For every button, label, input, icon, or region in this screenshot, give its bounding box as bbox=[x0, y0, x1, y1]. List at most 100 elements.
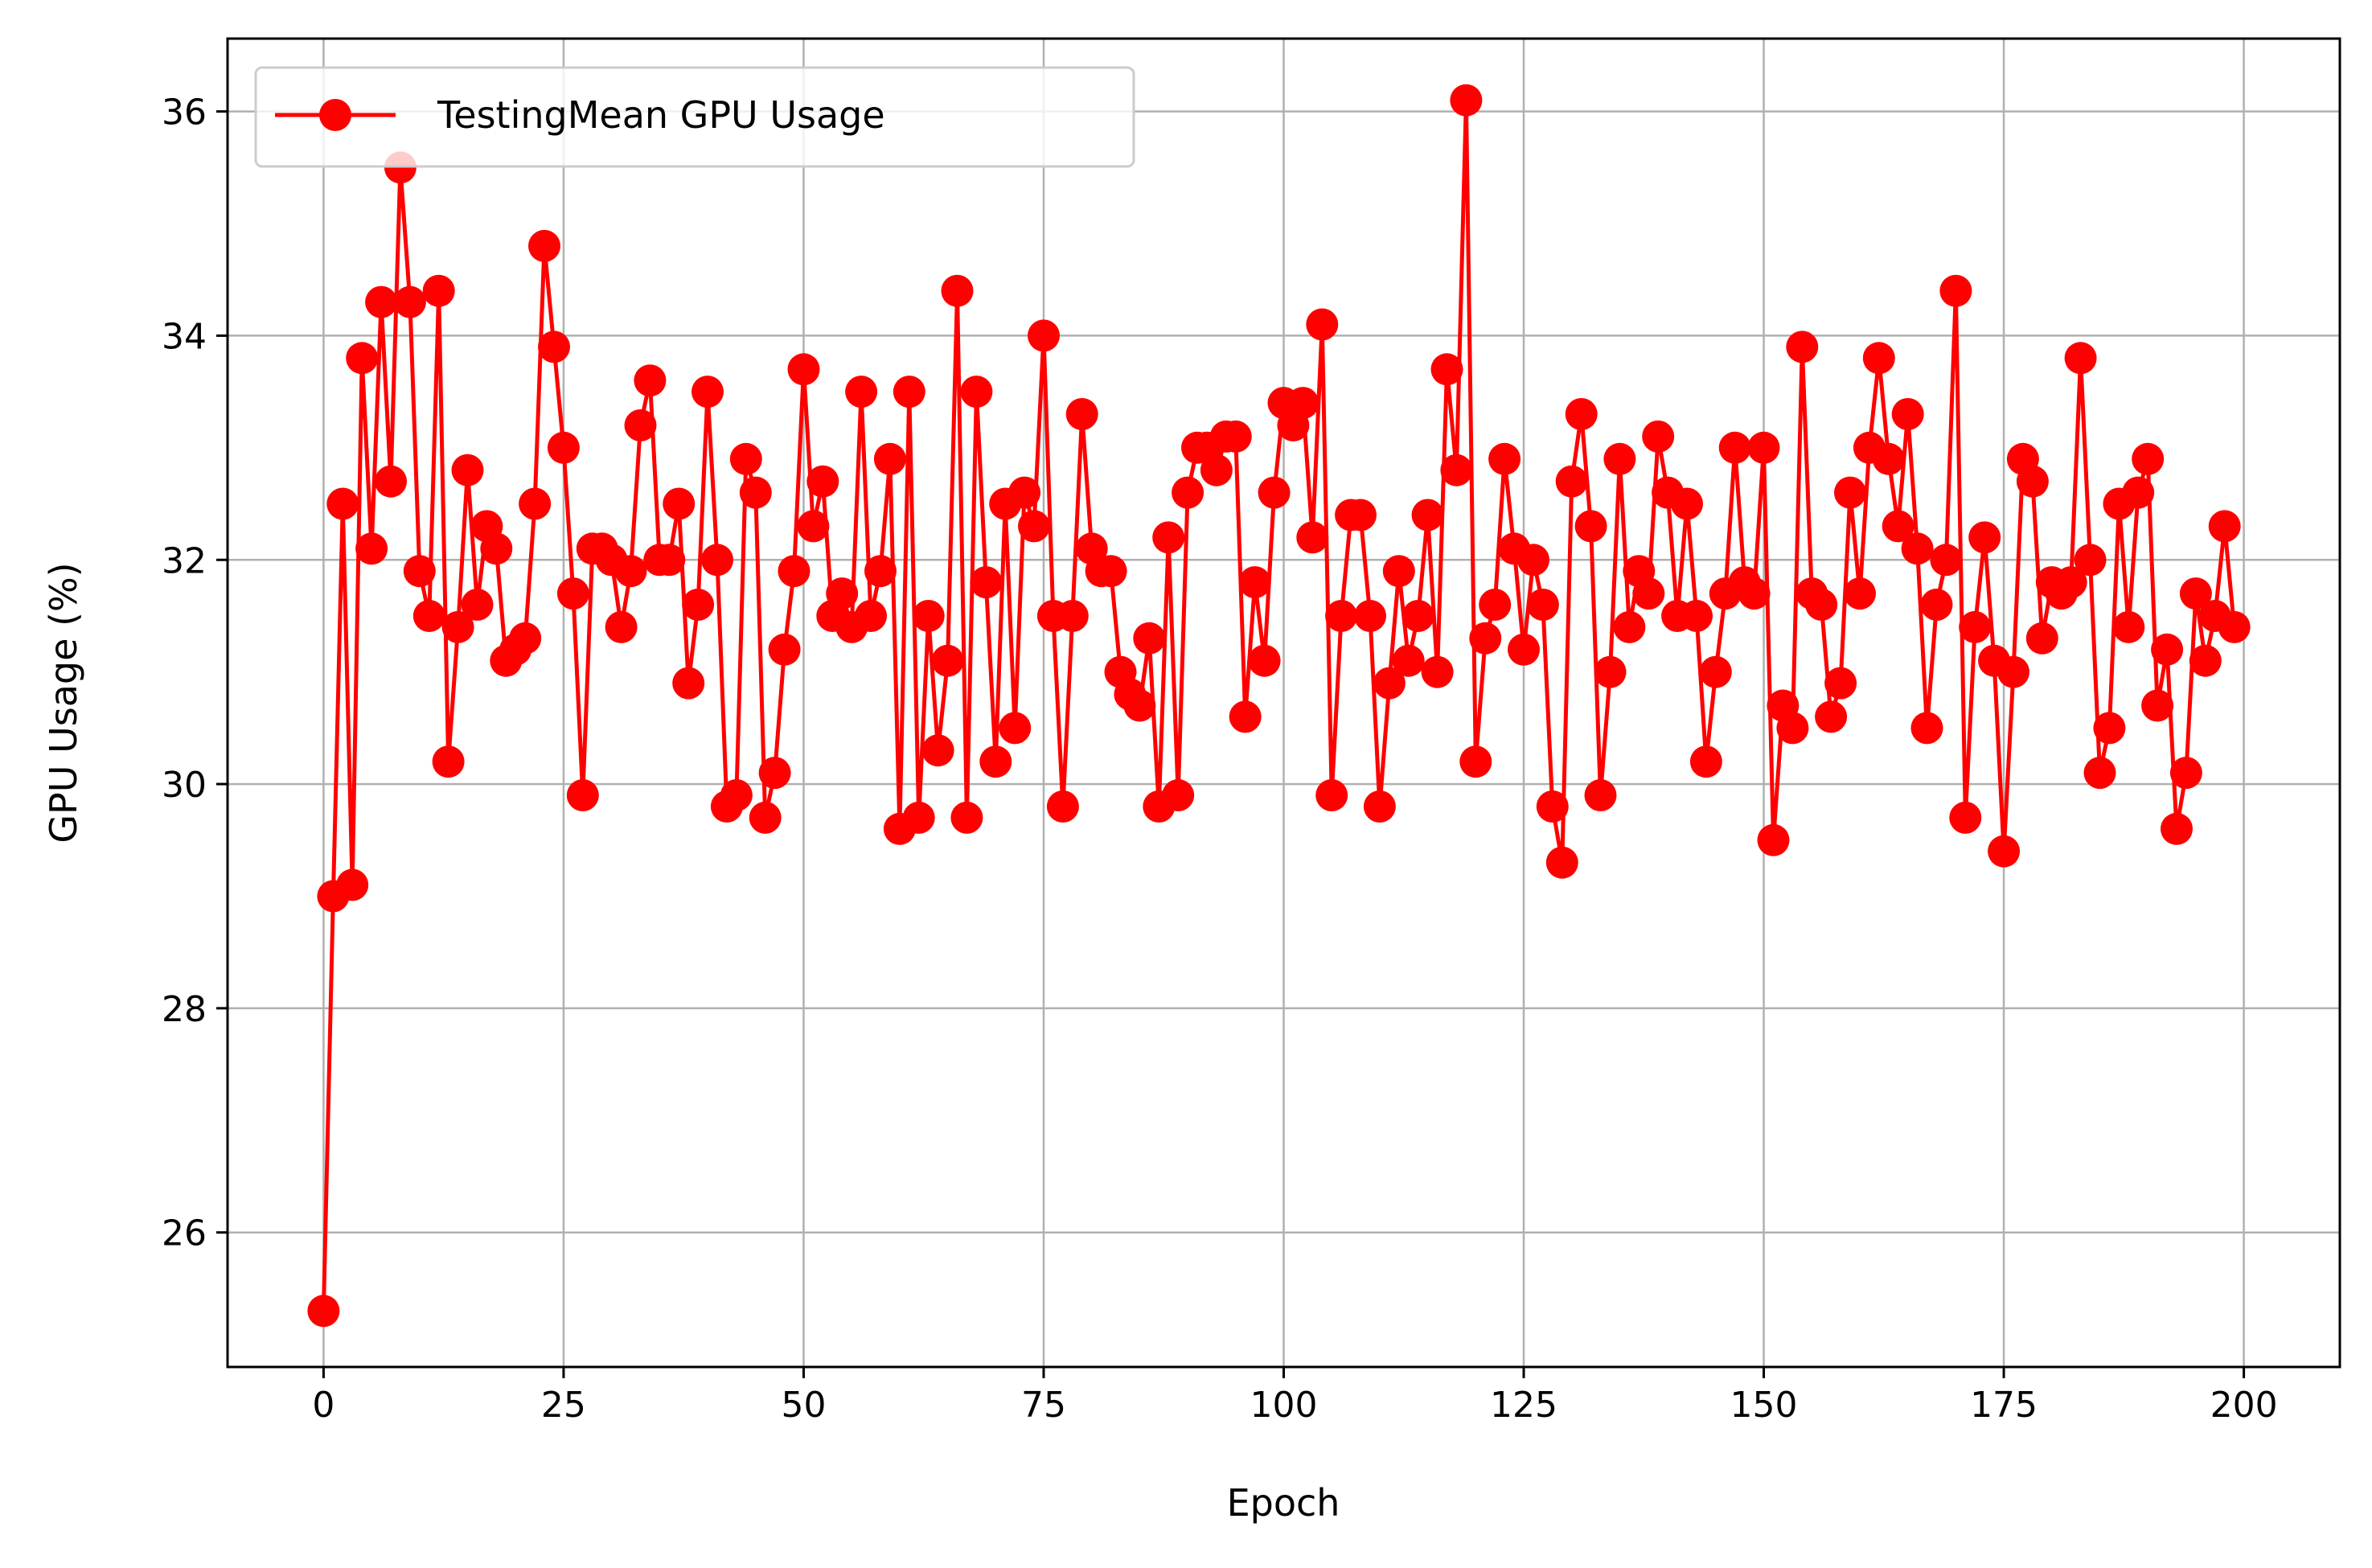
data-point bbox=[1526, 589, 1559, 621]
legend-box bbox=[254, 66, 1135, 168]
data-point bbox=[672, 667, 705, 700]
data-point bbox=[1056, 600, 1089, 632]
data-point bbox=[1315, 779, 1348, 811]
data-point bbox=[1834, 476, 1866, 509]
data-point bbox=[355, 532, 388, 565]
data-point bbox=[1565, 398, 1598, 430]
data-point bbox=[1757, 823, 1790, 856]
data-point bbox=[605, 610, 638, 643]
data-point bbox=[826, 577, 859, 610]
data-point bbox=[1988, 835, 2021, 868]
data-point bbox=[1152, 521, 1185, 554]
data-point bbox=[461, 589, 494, 621]
data-point bbox=[1718, 431, 1751, 464]
data-point bbox=[1248, 644, 1281, 677]
data-point bbox=[1671, 487, 1703, 520]
x-tick-label: 50 bbox=[781, 1385, 826, 1426]
data-point bbox=[1882, 510, 1914, 543]
data-point bbox=[1421, 655, 1454, 688]
data-point bbox=[1411, 499, 1444, 532]
x-tick-label: 100 bbox=[1250, 1385, 1318, 1426]
data-point bbox=[797, 510, 830, 543]
x-tick-label: 175 bbox=[1970, 1385, 2038, 1426]
data-point bbox=[912, 600, 945, 632]
data-point bbox=[2074, 544, 2107, 577]
data-point bbox=[1603, 442, 1636, 475]
data-point bbox=[1872, 442, 1905, 475]
data-point bbox=[519, 487, 552, 520]
x-tick-label: 150 bbox=[1730, 1385, 1798, 1426]
data-point bbox=[336, 868, 369, 901]
data-point bbox=[1325, 600, 1358, 632]
data-point bbox=[749, 801, 782, 834]
data-point bbox=[1219, 420, 1252, 453]
data-point bbox=[1306, 308, 1339, 341]
data-point bbox=[480, 532, 513, 565]
data-point bbox=[1344, 499, 1377, 532]
data-point bbox=[1382, 555, 1415, 588]
data-point bbox=[528, 229, 560, 262]
data-point bbox=[432, 745, 465, 778]
data-point bbox=[326, 487, 359, 520]
data-point bbox=[2093, 712, 2126, 745]
data-point bbox=[1133, 622, 1166, 655]
data-point bbox=[2208, 510, 2241, 543]
data-point bbox=[1584, 779, 1617, 811]
data-point bbox=[701, 544, 733, 577]
data-point bbox=[902, 801, 935, 834]
data-point bbox=[1805, 589, 1838, 621]
data-point bbox=[893, 376, 925, 408]
data-point bbox=[634, 364, 667, 397]
data-point bbox=[950, 801, 983, 834]
data-point bbox=[1028, 319, 1060, 352]
data-point bbox=[682, 589, 715, 621]
x-tick-label: 75 bbox=[1021, 1385, 1066, 1426]
data-point bbox=[1786, 330, 1819, 363]
data-point bbox=[1699, 655, 1732, 688]
data-point bbox=[845, 376, 878, 408]
x-tick-label: 125 bbox=[1490, 1385, 1557, 1426]
data-point bbox=[1555, 465, 1588, 498]
data-point bbox=[1642, 420, 1675, 453]
data-point bbox=[970, 566, 1003, 599]
data-point bbox=[1997, 655, 2029, 688]
data-point bbox=[729, 442, 762, 475]
grid bbox=[228, 39, 2340, 1367]
data-point bbox=[1910, 712, 1943, 745]
data-point bbox=[1172, 476, 1204, 509]
data-point bbox=[787, 353, 820, 386]
data-point bbox=[2169, 757, 2202, 790]
data-point bbox=[1920, 589, 1953, 621]
data-point bbox=[1632, 577, 1665, 610]
data-point bbox=[1296, 521, 1329, 554]
data-point bbox=[1018, 510, 1050, 543]
data-point bbox=[2112, 610, 2145, 643]
data-point bbox=[1776, 712, 1809, 745]
x-tick-label: 0 bbox=[312, 1385, 334, 1426]
data-point bbox=[1363, 790, 1396, 823]
data-point bbox=[2025, 622, 2058, 655]
data-point bbox=[1824, 667, 1857, 700]
data-point bbox=[1747, 431, 1780, 464]
data-point bbox=[931, 644, 964, 677]
data-point bbox=[864, 555, 897, 588]
data-point bbox=[2218, 610, 2251, 643]
data-point bbox=[2141, 689, 2174, 722]
data-point bbox=[1939, 274, 1972, 307]
x-tick-label: 25 bbox=[541, 1385, 586, 1426]
data-point bbox=[1959, 610, 1992, 643]
data-point bbox=[1968, 521, 2001, 554]
ticks: 0 25 50 75 100 125 150 175 200 26 28 30 32 34 36 bbox=[162, 92, 2278, 1426]
data-point bbox=[2179, 577, 2212, 610]
data-point bbox=[768, 633, 801, 666]
data-point bbox=[1901, 532, 1934, 565]
data-point bbox=[1258, 476, 1291, 509]
data-point bbox=[1536, 790, 1569, 823]
data-point bbox=[1479, 589, 1512, 621]
data-point bbox=[566, 779, 599, 811]
data-point bbox=[1450, 84, 1483, 117]
data-point bbox=[1844, 577, 1876, 610]
data-point bbox=[1862, 342, 1895, 375]
data-point bbox=[1815, 700, 1848, 733]
data-point bbox=[1392, 644, 1425, 677]
